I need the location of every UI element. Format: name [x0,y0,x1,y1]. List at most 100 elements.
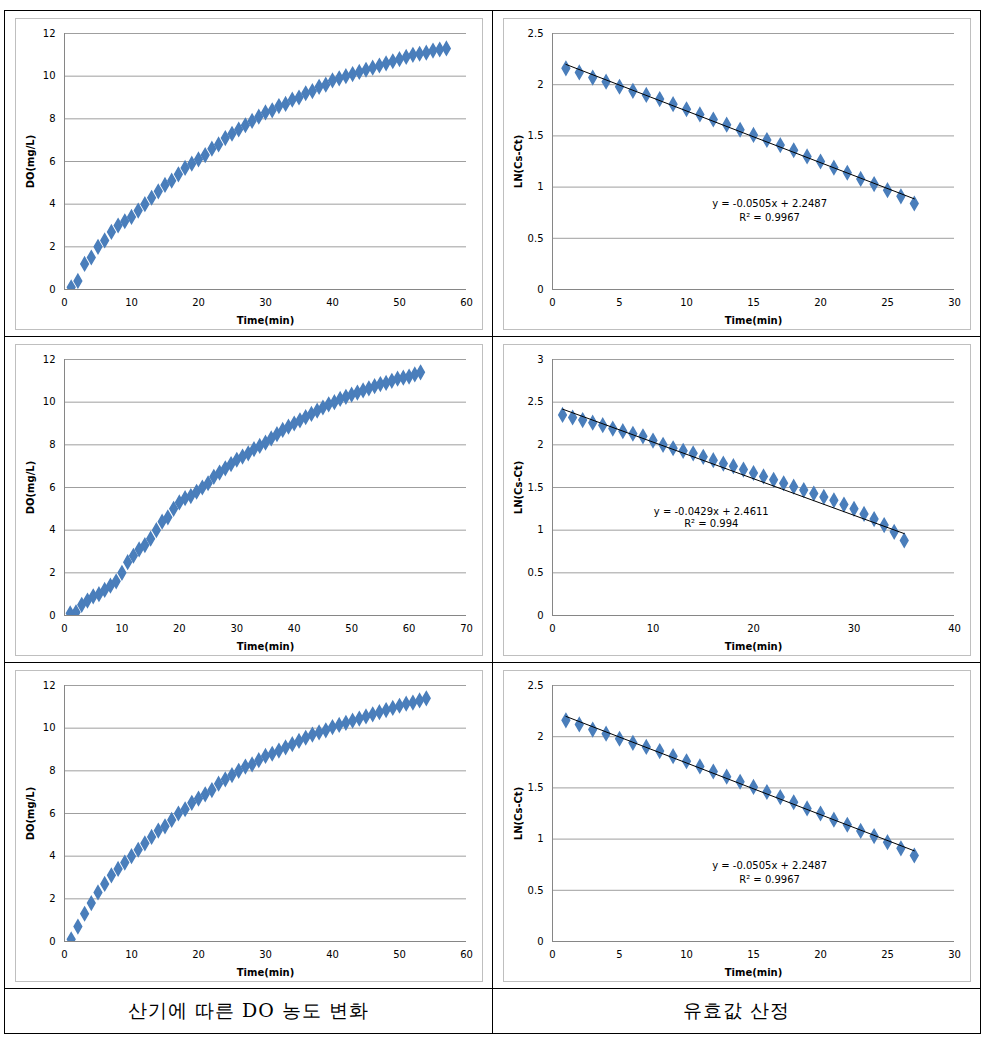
svg-text:30: 30 [948,296,961,307]
svg-text:Time(min): Time(min) [724,966,782,977]
svg-text:0: 0 [549,296,555,307]
svg-text:0.5: 0.5 [527,884,543,895]
svg-text:0: 0 [61,296,67,307]
svg-text:DO(mg/L): DO(mg/L) [24,786,35,840]
svg-text:4: 4 [49,198,55,209]
svg-text:6: 6 [49,807,55,818]
svg-text:10: 10 [125,948,138,959]
svg-text:1: 1 [537,833,543,844]
svg-text:20: 20 [814,296,827,307]
svg-text:8: 8 [49,439,55,450]
svg-text:y = -0.0429x + 2.4611: y = -0.0429x + 2.4611 [653,506,768,517]
svg-text:20: 20 [192,948,205,959]
svg-text:2: 2 [49,241,55,252]
svg-text:2.5: 2.5 [527,27,543,38]
svg-text:0.5: 0.5 [527,232,543,243]
svg-text:6: 6 [49,481,55,492]
svg-text:12: 12 [42,353,55,364]
svg-text:12: 12 [42,679,55,690]
svg-text:2: 2 [537,439,543,450]
svg-text:10: 10 [680,296,693,307]
svg-text:0.5: 0.5 [527,567,543,578]
svg-text:5: 5 [616,948,622,959]
svg-text:50: 50 [393,296,406,307]
svg-text:20: 20 [172,622,185,633]
svg-text:3: 3 [537,353,543,364]
svg-text:0: 0 [537,935,543,946]
svg-text:0: 0 [549,622,555,633]
svg-text:30: 30 [259,948,272,959]
svg-text:20: 20 [192,296,205,307]
svg-text:40: 40 [948,622,961,633]
svg-text:70: 70 [460,622,473,633]
html-text:산기에 따른 DO 농도 변화: 산기에 따른 DO 농도 변화 [128,999,369,1021]
svg-text:60: 60 [460,296,473,307]
svg-text:50: 50 [345,622,358,633]
svg-text:LN(Cs-Ct): LN(Cs-Ct) [512,786,523,839]
svg-text:y = -0.0505x + 2.2487: y = -0.0505x + 2.2487 [712,859,827,870]
svg-text:30: 30 [230,622,243,633]
svg-text:Time(min): Time(min) [236,640,294,651]
svg-text:1: 1 [537,181,543,192]
svg-text:Time(min): Time(min) [724,640,782,651]
svg-text:2: 2 [537,730,543,741]
svg-text:R² = 0.9967: R² = 0.9967 [739,212,800,223]
svg-text:4: 4 [49,850,55,861]
svg-text:DO(mg/L): DO(mg/L) [24,134,35,188]
svg-text:0: 0 [537,609,543,620]
svg-text:40: 40 [326,948,339,959]
svg-text:15: 15 [747,296,760,307]
svg-text:20: 20 [814,948,827,959]
svg-text:10: 10 [115,622,128,633]
svg-text:25: 25 [881,296,894,307]
svg-text:1.5: 1.5 [527,481,543,492]
svg-text:5: 5 [616,296,622,307]
svg-text:10: 10 [42,396,55,407]
svg-text:10: 10 [125,296,138,307]
svg-text:1.5: 1.5 [527,782,543,793]
svg-text:10: 10 [42,722,55,733]
svg-text:40: 40 [287,622,300,633]
svg-text:60: 60 [402,622,415,633]
svg-text:2.5: 2.5 [527,679,543,690]
svg-text:1.5: 1.5 [527,130,543,141]
svg-text:0: 0 [49,935,55,946]
svg-text:LN(Cs-Ct): LN(Cs-Ct) [512,134,523,187]
svg-text:0: 0 [49,283,55,294]
svg-text:15: 15 [747,948,760,959]
svg-text:R² = 0.994: R² = 0.994 [684,518,738,529]
svg-text:12: 12 [42,27,55,38]
svg-text:y = -0.0505x + 2.2487: y = -0.0505x + 2.2487 [712,197,827,208]
svg-text:DO(mg/L): DO(mg/L) [24,460,35,514]
svg-text:10: 10 [42,70,55,81]
svg-text:30: 30 [259,296,272,307]
svg-text:60: 60 [460,948,473,959]
svg-text:R² = 0.9967: R² = 0.9967 [739,874,800,885]
svg-text:50: 50 [393,948,406,959]
svg-text:0: 0 [537,283,543,294]
svg-text:2.5: 2.5 [527,396,543,407]
svg-text:0: 0 [549,948,555,959]
svg-text:30: 30 [948,948,961,959]
svg-text:10: 10 [680,948,693,959]
svg-text:25: 25 [881,948,894,959]
svg-text:Time(min): Time(min) [236,314,294,325]
svg-text:30: 30 [847,622,860,633]
svg-text:6: 6 [49,155,55,166]
svg-text:8: 8 [49,765,55,776]
svg-text:2: 2 [49,893,55,904]
svg-text:2: 2 [49,567,55,578]
svg-text:0: 0 [61,948,67,959]
svg-text:20: 20 [747,622,760,633]
svg-text:2: 2 [537,78,543,89]
svg-text:4: 4 [49,524,55,535]
svg-text:1: 1 [537,524,543,535]
svg-text:40: 40 [326,296,339,307]
svg-text:LN(Cs-Ct): LN(Cs-Ct) [512,460,523,513]
svg-text:Time(min): Time(min) [236,966,294,977]
svg-text:Time(min): Time(min) [724,314,782,325]
svg-text:8: 8 [49,113,55,124]
svg-text:10: 10 [646,622,659,633]
svg-text:0: 0 [61,622,67,633]
svg-text:0: 0 [49,609,55,620]
